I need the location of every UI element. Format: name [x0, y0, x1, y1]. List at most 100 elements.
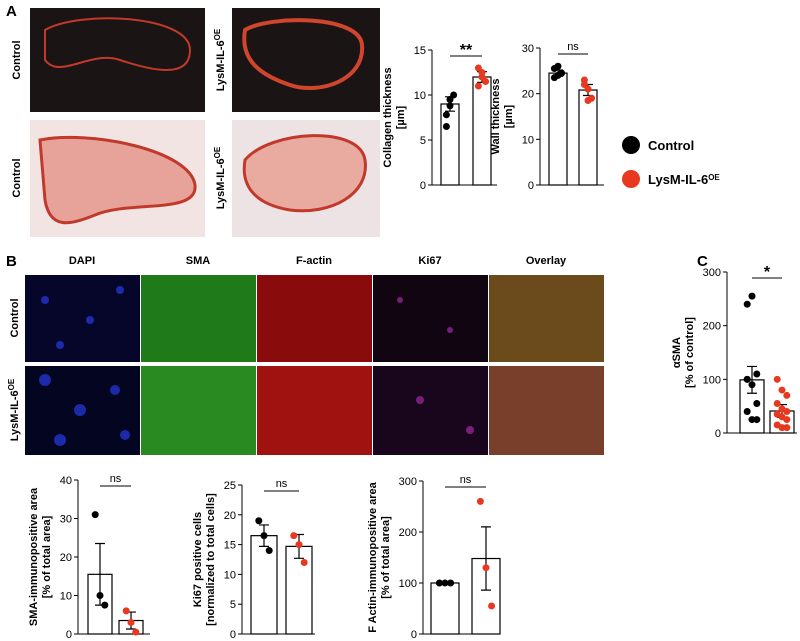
stain-label: F-actin	[296, 255, 332, 267]
data-point	[101, 601, 109, 609]
data-point	[783, 416, 791, 424]
y-tick-label: 0	[528, 180, 534, 192]
immunofluorescence-images	[25, 275, 604, 455]
nuclei	[39, 286, 130, 446]
legend-label: Control	[648, 138, 694, 153]
image-label-text: Control	[11, 40, 23, 79]
y-tick-label: 40	[60, 475, 72, 487]
image-label-sup: OE	[213, 146, 222, 158]
error-bar	[481, 526, 491, 591]
y-axis-label: Wall thickness	[490, 78, 502, 154]
histology-images	[30, 8, 380, 237]
data-point	[748, 292, 756, 300]
data-point	[773, 375, 781, 383]
data-point	[450, 91, 458, 99]
significance-label: ns	[276, 478, 288, 490]
y-tick-label: 10	[60, 591, 72, 603]
data-point	[435, 579, 443, 587]
significance-label: ns	[110, 473, 122, 485]
image	[257, 275, 372, 362]
data-point	[778, 424, 786, 432]
y-tick-label: 0	[230, 629, 236, 641]
data-point	[554, 62, 562, 70]
stain-label: Ki67	[418, 255, 441, 267]
y-tick-label: 10	[522, 134, 534, 146]
bar	[548, 72, 568, 186]
ki67-signal	[397, 297, 474, 434]
image-label: Control	[11, 158, 23, 197]
y-axis-label: [normalized to total cells]	[205, 493, 217, 626]
image	[257, 366, 372, 455]
data-point	[442, 123, 450, 130]
data-point	[743, 300, 751, 308]
y-axis-label: [µm]	[395, 105, 407, 129]
legend-label-text: LysM-IL-6	[648, 172, 708, 187]
data-point	[96, 592, 104, 599]
significance-label: ns	[460, 474, 472, 486]
data-point	[447, 579, 455, 587]
bar	[285, 545, 313, 635]
data-point	[441, 579, 449, 587]
y-tick-label: 200	[399, 527, 417, 539]
data-point	[743, 375, 751, 383]
y-axis-label: [% of total area]	[41, 515, 53, 598]
image-label-text: Control	[11, 158, 23, 197]
image-label-text: LysM-IL-6	[215, 40, 227, 91]
data-point	[743, 408, 751, 416]
y-tick-label: 5	[420, 135, 426, 147]
y-tick-label: 30	[522, 43, 534, 55]
legend-marker	[622, 170, 640, 188]
bar	[250, 535, 278, 635]
row-label: LysM-IL-6OE	[7, 378, 22, 441]
data-point	[783, 391, 791, 399]
row-label-text: Control	[9, 298, 21, 337]
data-point	[290, 532, 298, 540]
row-label-text: LysM-IL-6	[9, 390, 21, 441]
y-tick-label: 300	[399, 476, 417, 488]
y-axis-label: [% of control]	[684, 317, 696, 388]
image	[489, 275, 604, 362]
row-label: Control	[9, 298, 21, 337]
image-label-text: LysM-IL-6	[215, 158, 227, 209]
data-point	[474, 82, 482, 90]
data-point	[127, 618, 135, 626]
bar	[472, 76, 492, 186]
tissue	[38, 136, 197, 225]
data-point	[580, 81, 588, 89]
panel-label: A	[6, 3, 17, 20]
data-point	[488, 602, 496, 610]
data-point	[748, 381, 756, 389]
y-tick-label: 200	[703, 321, 721, 333]
image	[489, 366, 604, 455]
image	[232, 8, 380, 112]
data-point	[255, 517, 263, 525]
data-point	[300, 558, 308, 566]
legend-marker	[622, 136, 640, 154]
row-label-sup: OE	[7, 378, 16, 390]
image-label: Control	[11, 40, 23, 79]
data-point	[753, 399, 761, 407]
data-point	[132, 628, 140, 636]
stain-label: SMA	[186, 255, 211, 267]
data-point	[778, 386, 786, 394]
y-tick-label: 10	[224, 569, 236, 581]
data-point	[265, 547, 273, 555]
y-tick-label: 0	[420, 180, 426, 192]
y-tick-label: 10	[414, 90, 426, 102]
data-point	[783, 424, 791, 432]
stain-label: DAPI	[69, 255, 95, 267]
image	[141, 366, 256, 455]
y-tick-label: 20	[224, 510, 236, 522]
legend-label-text: Control	[648, 138, 694, 153]
bar	[578, 89, 598, 186]
legend-label: LysM-IL-6OE	[648, 172, 720, 187]
image	[373, 275, 488, 362]
y-axis-label: SMA-immunopositive area	[28, 487, 40, 626]
data-point	[783, 408, 791, 416]
data-point	[260, 532, 268, 540]
legend-label-sup: OE	[708, 173, 720, 182]
y-tick-label: 100	[703, 374, 721, 386]
data-point	[91, 511, 99, 519]
bar	[430, 582, 460, 635]
data-point	[446, 102, 454, 110]
